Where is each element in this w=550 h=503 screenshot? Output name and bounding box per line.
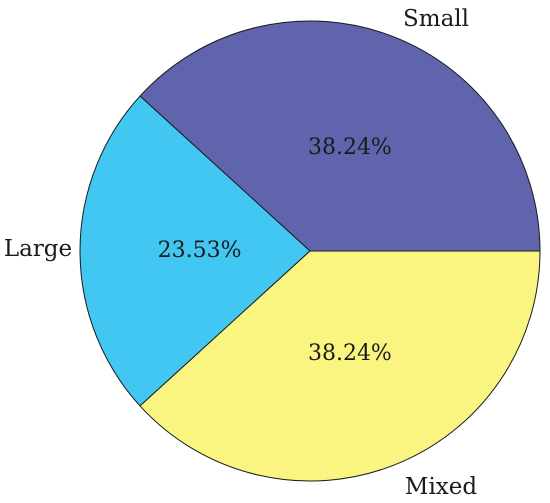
slice-category-labels: Small Mixed Large	[4, 6, 478, 500]
slice-category-label-mixed: Mixed	[405, 474, 477, 500]
pie-slice-mixed	[139, 250, 541, 482]
slice-value-label-large: 23.53%	[158, 238, 242, 263]
slice-category-label-small: Small	[403, 6, 469, 32]
pie-slices	[79, 20, 541, 482]
slice-category-label-large: Large	[4, 236, 72, 262]
pie-slice-small	[139, 20, 541, 252]
slice-value-label-mixed: 38.24%	[308, 341, 392, 366]
pie-slice-large	[79, 95, 311, 407]
slice-value-label-small: 38.24%	[308, 135, 392, 160]
slice-value-labels: 38.24% 23.53% 38.24%	[158, 135, 392, 366]
